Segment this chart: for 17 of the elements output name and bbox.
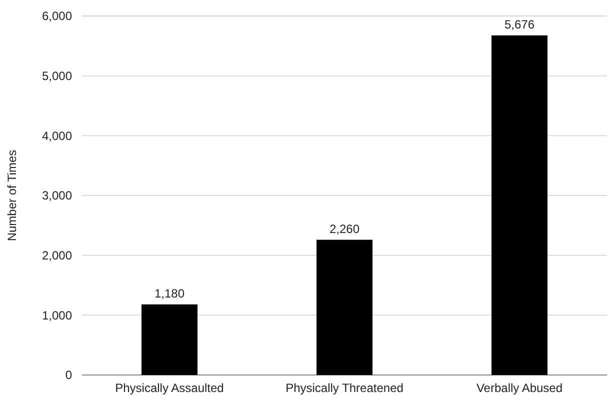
data-label: 1,180: [154, 286, 185, 300]
y-axis-title: Number of Times: [5, 150, 19, 242]
y-tick-label: 6,000: [42, 9, 72, 24]
x-tick-label: Physically Assaulted: [115, 381, 224, 395]
bar: [316, 240, 372, 375]
y-tick-label: 5,000: [42, 69, 72, 84]
x-tick-label: Verbally Abused: [476, 381, 563, 395]
bar: [492, 35, 548, 375]
y-tick-label: 1,000: [42, 308, 72, 322]
y-tick-label: 2,000: [42, 248, 72, 263]
y-tick-label: 0: [65, 368, 72, 382]
data-label: 2,260: [329, 222, 360, 236]
data-label: 5,676: [504, 17, 535, 32]
y-tick-label: 4,000: [42, 128, 72, 143]
y-tick-label: 3,000: [42, 188, 72, 203]
bar: [142, 304, 198, 375]
x-tick-label: Physically Threatened: [286, 381, 404, 395]
